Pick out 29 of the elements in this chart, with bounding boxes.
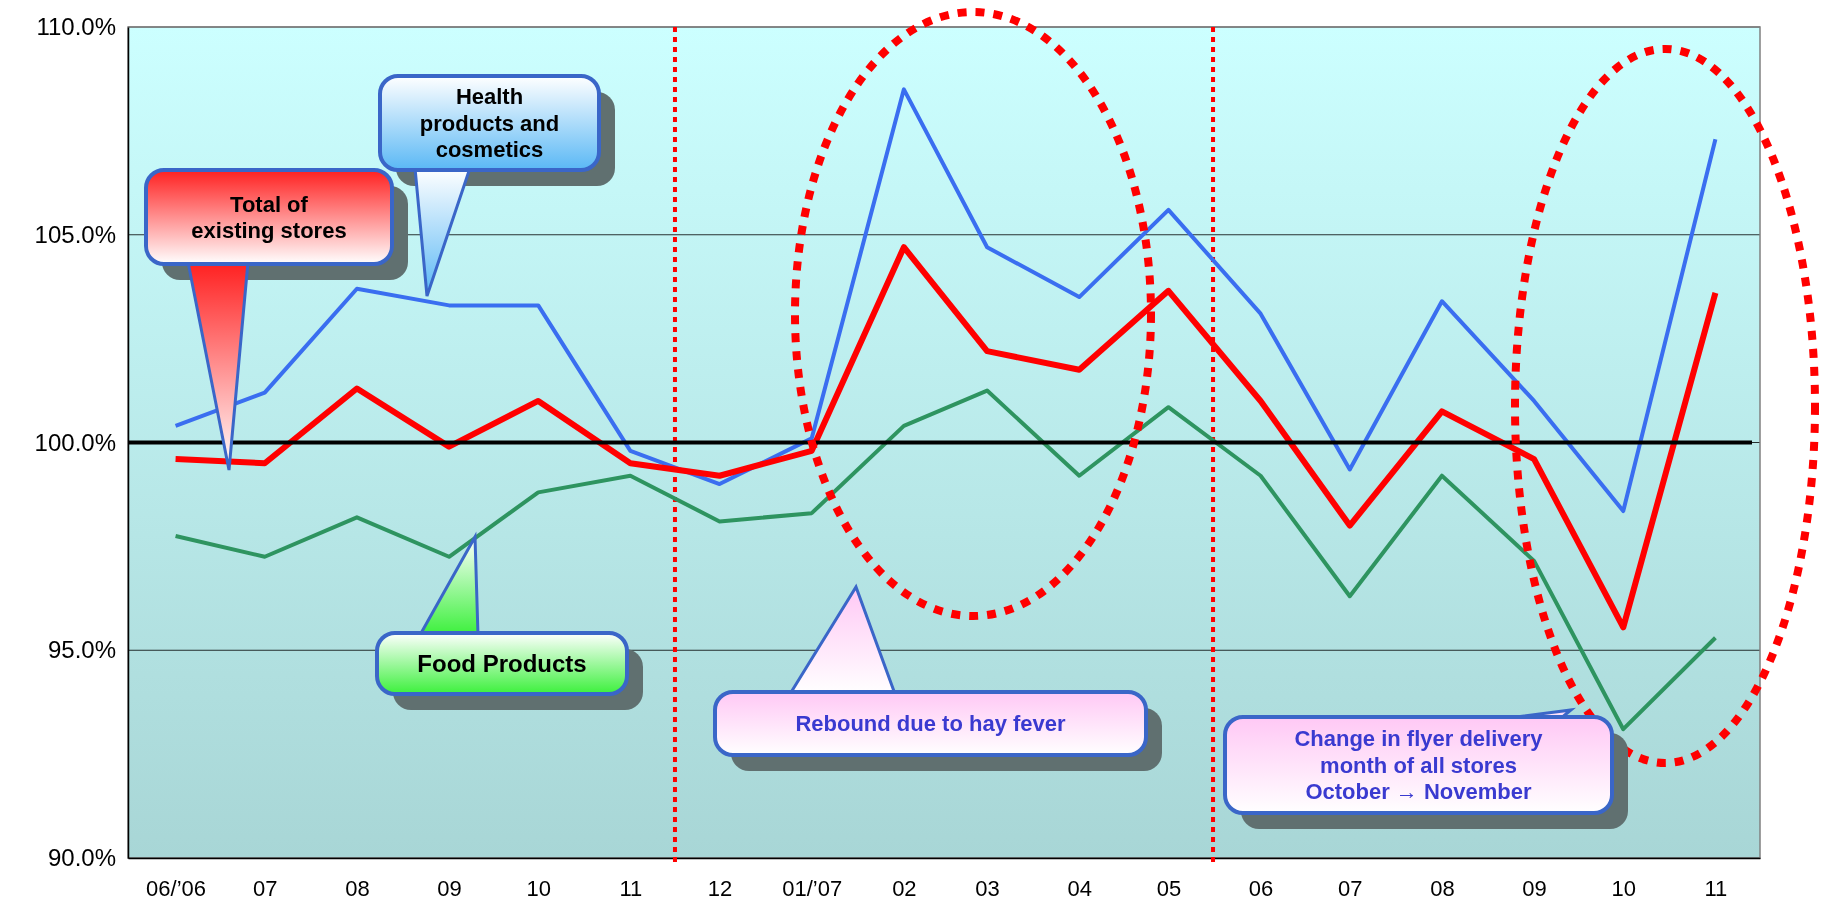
x-tick-label: 03 xyxy=(975,875,1000,901)
annotation: Rebound due to hay fever xyxy=(795,711,1066,737)
x-tick-label: 02 xyxy=(892,875,917,901)
x-tick-label: 10 xyxy=(526,875,551,901)
annotation: Change in flyer delivery month of all stores October → November xyxy=(1294,726,1544,805)
y-tick-label: 100.0% xyxy=(34,428,116,456)
x-tick-label: 08 xyxy=(345,875,370,901)
y-tick-label: 95.0% xyxy=(47,636,116,664)
x-tick-label: 01/’07 xyxy=(782,875,843,901)
x-tick-label: 05 xyxy=(1156,875,1182,901)
x-tick-label: 08 xyxy=(1430,875,1455,901)
line-series xyxy=(173,87,1718,514)
callout-box: Total of existing stores xyxy=(144,168,408,472)
callout-box: Rebound due to hay fever xyxy=(713,583,1162,771)
x-tick-label: 11 xyxy=(619,875,643,901)
x-tick-label: 07 xyxy=(1338,875,1363,901)
x-tick-label: 06/’06 xyxy=(146,875,207,901)
x-tick-label: 12 xyxy=(707,875,733,901)
x-tick-label: 04 xyxy=(1067,875,1092,901)
x-tick-label: 09 xyxy=(1522,875,1547,901)
x-tick-label: 09 xyxy=(437,875,462,901)
x-tick-label: 11 xyxy=(1704,875,1728,901)
x-tick-label: 07 xyxy=(253,875,278,901)
y-tick-label: 110.0% xyxy=(36,13,116,41)
x-tick-label: 06 xyxy=(1248,875,1274,901)
y-tick-label: 105.0% xyxy=(34,220,116,248)
callout-box: Food Products xyxy=(375,531,643,710)
y-tick-label: 90.0% xyxy=(47,844,116,872)
x-tick-label: 10 xyxy=(1611,875,1636,901)
